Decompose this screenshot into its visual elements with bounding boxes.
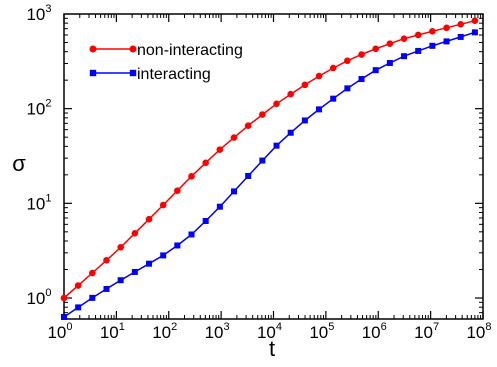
data-point-interacting: [188, 231, 195, 238]
data-point-interacting: [287, 129, 294, 136]
legend-marker-non-interacting: [89, 45, 97, 53]
data-point-interacting: [89, 294, 96, 301]
data-point-non-interacting: [457, 20, 465, 28]
data-point-interacting: [216, 203, 223, 210]
data-point-interacting: [415, 47, 422, 54]
legend-marker-interacting: [89, 69, 97, 77]
legend-label-non-interacting: non-interacting: [137, 42, 243, 59]
data-point-non-interacting: [344, 57, 351, 65]
data-point-non-interacting: [131, 230, 139, 237]
data-point-interacting: [245, 172, 252, 179]
data-point-interacting: [103, 285, 110, 292]
legend-marker-interacting: [129, 69, 137, 77]
data-point-non-interacting: [60, 294, 68, 302]
data-point-interacting: [61, 313, 67, 320]
y-tick-label: 100: [26, 287, 51, 308]
x-tick-label: 100: [47, 321, 72, 342]
series-line-non-interacting: [63, 19, 476, 299]
data-point-interacting: [75, 304, 82, 311]
x-tick-label: 105: [309, 321, 334, 342]
data-point-interacting: [273, 142, 280, 149]
plot-frame: [63, 13, 484, 320]
x-tick-label: 102: [152, 321, 177, 342]
data-point-non-interacting: [400, 35, 408, 43]
data-point-non-interacting: [216, 146, 224, 153]
data-point-interacting: [443, 38, 450, 45]
data-point-non-interacting: [103, 257, 110, 264]
data-point-interacting: [259, 157, 266, 164]
data-point-non-interacting: [429, 27, 436, 35]
data-point-non-interacting: [329, 64, 337, 72]
data-point-non-interacting: [74, 282, 82, 289]
data-point-non-interacting: [89, 269, 96, 277]
x-tick-label: 108: [466, 321, 491, 342]
legend-marker-non-interacting: [129, 45, 137, 53]
data-point-interacting: [401, 53, 408, 60]
data-point-interacting: [330, 95, 337, 102]
data-point-non-interacting: [386, 40, 394, 47]
data-point-interacting: [372, 67, 379, 74]
data-point-non-interacting: [273, 100, 280, 108]
y-tick-label: 102: [26, 98, 51, 119]
x-tick-label: 106: [362, 321, 387, 342]
data-point-interacting: [117, 277, 124, 284]
data-point-non-interacting: [188, 172, 195, 180]
data-point-interacting: [231, 188, 238, 195]
data-point-non-interacting: [174, 187, 181, 194]
data-point-interacting: [386, 60, 393, 67]
x-tick-label: 104: [257, 321, 282, 342]
data-point-non-interacting: [145, 215, 153, 223]
data-point-interacting: [160, 252, 167, 259]
data-point-interacting: [301, 117, 308, 124]
data-point-non-interacting: [358, 51, 365, 58]
data-point-interacting: [471, 29, 478, 36]
data-point-non-interacting: [117, 243, 124, 251]
data-point-non-interacting: [315, 72, 323, 80]
data-point-non-interacting: [230, 134, 238, 141]
data-point-interacting: [429, 42, 436, 49]
data-point-non-interacting: [159, 201, 167, 209]
y-tick-label: 103: [26, 3, 51, 24]
data-point-non-interacting: [372, 45, 380, 53]
data-point-non-interacting: [202, 159, 209, 167]
series-line-interacting: [63, 31, 476, 318]
data-point-non-interacting: [414, 31, 422, 39]
x-tick-label: 103: [205, 321, 230, 342]
data-point-non-interacting: [471, 17, 479, 24]
y-tick-label: 101: [26, 192, 51, 213]
data-point-interacting: [344, 85, 351, 92]
data-point-non-interacting: [301, 81, 309, 89]
data-point-non-interacting: [287, 90, 294, 98]
data-point-interacting: [316, 106, 323, 113]
data-point-interacting: [146, 260, 153, 267]
y-axis-label: σ: [12, 151, 26, 176]
data-point-interacting: [202, 217, 209, 224]
data-point-non-interacting: [443, 24, 450, 32]
legend-label-interacting: interacting: [137, 66, 211, 83]
data-point-non-interacting: [244, 122, 252, 129]
x-axis-label: t: [269, 336, 275, 361]
data-point-non-interacting: [259, 111, 266, 118]
x-tick-label: 101: [100, 321, 125, 342]
data-point-interacting: [131, 268, 138, 275]
data-point-interacting: [358, 76, 365, 83]
data-point-interacting: [174, 242, 181, 249]
x-tick-label: 107: [414, 321, 439, 342]
data-point-interacting: [457, 33, 464, 40]
